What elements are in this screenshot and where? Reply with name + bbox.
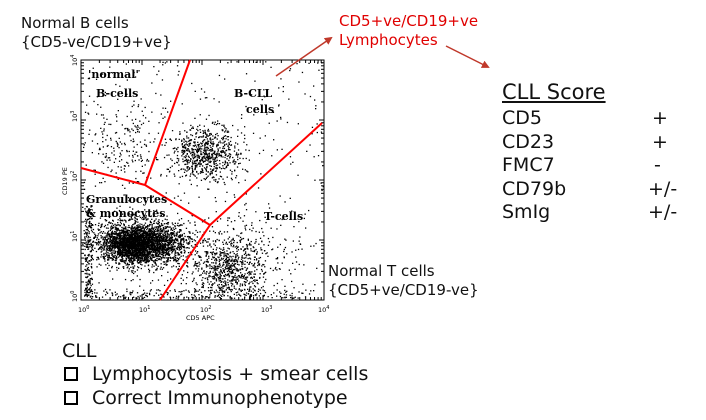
x-tick-label-0: 100: [78, 305, 89, 314]
normal-b-label-line2: B-cells: [96, 87, 138, 100]
cll-score-title: CLL Score: [502, 80, 606, 104]
x-axis-label: CD5 APC: [186, 314, 215, 322]
t-cells-label: T-cells: [264, 210, 303, 223]
gate-line-b-boundary: [144, 59, 191, 186]
y-tick-label-4: 104: [70, 55, 79, 66]
score-marker-cd5: CD5: [502, 107, 542, 129]
axis-ticks: [80, 60, 324, 301]
criteria-item-text: Lymphocytosis + smear cells: [92, 363, 369, 385]
cd5-cd19-subtitle: Lymphocytes: [339, 31, 438, 49]
gate-labels: 'normal' B-cells B-CLL cells Granulocyte…: [86, 68, 303, 223]
score-row-cd23: CD23 +: [502, 131, 682, 155]
x-tick-labels: 100 101 102 103 104: [78, 305, 329, 314]
normal-b-cells-phenotype: {CD5-ve/CD19+ve}: [21, 33, 172, 51]
score-marker-fmc7: FMC7: [502, 154, 555, 176]
checkbox-icon: [64, 367, 78, 381]
normal-b-cells-annotation: Normal B cells {CD5-ve/CD19+ve}: [21, 14, 172, 52]
y-tick-label-2: 102: [70, 171, 79, 182]
score-value-fmc7: -: [654, 154, 661, 176]
y-tick-label-1: 101: [70, 231, 79, 242]
scatter-dots: [82, 61, 324, 300]
gate-line-left: [80, 167, 146, 186]
score-row-fmc7: FMC7 -: [502, 154, 682, 178]
x-tick-label-3: 103: [261, 305, 272, 314]
score-value-cd79b: +/-: [648, 177, 678, 200]
granulocytes-label-line1: Granulocytes: [86, 193, 167, 206]
normal-t-cells-title: Normal T cells: [328, 262, 435, 280]
gate-line-bottom: [159, 224, 211, 301]
score-row-smig: SmIg +/-: [502, 201, 682, 225]
granulocytes-label-line2: & monocytes: [86, 207, 165, 220]
normal-b-cells-title: Normal B cells: [21, 14, 129, 32]
score-row-cd5: CD5 +: [502, 107, 682, 131]
score-marker-cd23: CD23: [502, 130, 555, 153]
cll-score-table: CD5 + CD23 + FMC7 - CD79b +/- SmIg +/-: [502, 107, 682, 225]
arrow-to-cll-score: [445, 45, 490, 68]
score-row-cd79b: CD79b +/-: [502, 178, 682, 202]
gate-lines: [80, 59, 323, 301]
cll-criteria-title: CLL: [62, 340, 97, 362]
criteria-item-text: Correct Immunophenotype: [92, 387, 348, 409]
score-marker-smig: SmIg: [502, 201, 551, 223]
x-tick-label-1: 101: [139, 305, 150, 314]
gate-line-upper-right: [209, 122, 323, 226]
cd5-cd19-lymphocytes-annotation: CD5+ve/CD19+ve Lymphocytes: [339, 12, 478, 50]
b-cll-label-line1: B-CLL: [234, 87, 273, 100]
score-value-cd23: +: [652, 130, 668, 153]
score-value-smig: +/-: [648, 201, 678, 223]
cll-criteria: CLL Lymphocytosis + smear cells Correct …: [62, 340, 368, 410]
cd5-cd19-title: CD5+ve/CD19+ve: [339, 12, 479, 30]
criteria-item-lymphocytosis: Lymphocytosis + smear cells: [62, 362, 368, 386]
x-tick-label-4: 104: [318, 305, 329, 314]
y-tick-label-3: 103: [70, 111, 79, 122]
y-tick-labels: 100 101 102 103 104: [70, 55, 79, 302]
b-cll-label-line2: cells: [246, 103, 274, 116]
y-tick-label-0: 100: [70, 291, 79, 302]
score-value-cd5: +: [652, 107, 668, 129]
criteria-item-immunophenotype: Correct Immunophenotype: [62, 386, 368, 410]
x-tick-label-2: 102: [200, 305, 211, 314]
cll-score-panel: CLL Score: [502, 80, 606, 104]
gate-line-center: [144, 184, 211, 226]
checkbox-icon: [64, 391, 78, 405]
score-marker-cd79b: CD79b: [502, 177, 567, 200]
normal-t-cells-annotation: Normal T cells {CD5+ve/CD19-ve}: [328, 262, 479, 300]
normal-b-label-line1: 'normal': [88, 68, 139, 81]
normal-t-cells-phenotype: {CD5+ve/CD19-ve}: [328, 281, 479, 299]
y-axis-label: CD19 PE: [61, 167, 69, 195]
arrow-to-lymphocytes-label: [275, 36, 333, 77]
